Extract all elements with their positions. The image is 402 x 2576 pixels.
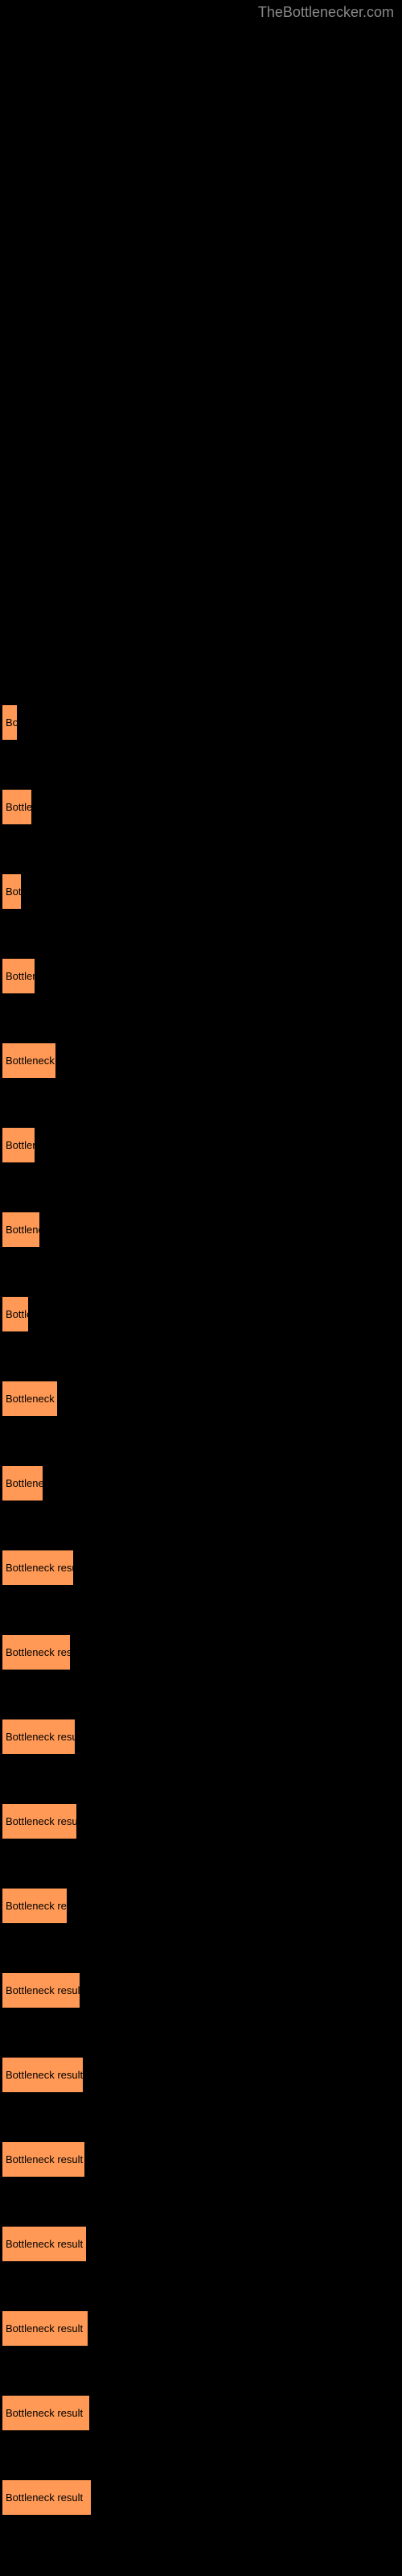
bar-label: Bottleneck resu <box>6 1900 68 1912</box>
bar-label: Bottleneck result <box>6 1562 74 1574</box>
bar-row: Bottleneck result <box>2 1634 402 1670</box>
bar-row: Bottleneck result <box>2 2479 402 2516</box>
chart-bar: Bottleneck result <box>2 2395 90 2431</box>
bar-label: Bottleneck result <box>6 2238 83 2250</box>
chart-bar: Bottleneck resu <box>2 1888 68 1924</box>
bar-row: Bottleneck result <box>2 2310 402 2347</box>
chart-bar: Bottleneck <box>2 1212 40 1248</box>
bar-row: Bottlene <box>2 958 402 994</box>
bar-row: Bottler <box>2 1296 402 1332</box>
bar-label: Bottleneck result <box>6 1984 80 1996</box>
bar-label: Bottlenec <box>6 1477 43 1489</box>
bar-row: Bottleneck result <box>2 2226 402 2262</box>
bar-label: Bottleneck result <box>6 1646 71 1658</box>
bar-label: Bottler <box>6 1308 29 1320</box>
bar-label: Bottleneck r <box>6 1055 56 1067</box>
bar-chart: Bo Bottlene Bott Bottlene Bottleneck r Bottle… <box>0 0 402 2516</box>
bar-row: Bo <box>2 704 402 741</box>
chart-bar: Bottleneck result <box>2 1803 77 1839</box>
chart-bar: Bottleneck result <box>2 1634 71 1670</box>
bar-row: Bottleneck result <box>2 2141 402 2178</box>
bar-label: Bottleneck result <box>6 2153 83 2165</box>
bar-label: Bottlene <box>6 801 32 813</box>
chart-bar: Bott <box>2 873 22 910</box>
chart-bar: Bottleneck result <box>2 1719 76 1755</box>
bar-row: Bottleneck resu <box>2 1888 402 1924</box>
chart-bar: Bottleneck result <box>2 1550 74 1586</box>
bar-row: Bottleneck result <box>2 1803 402 1839</box>
chart-bar: Bo <box>2 704 18 741</box>
bar-label: Bottleneck result <box>6 2407 83 2419</box>
bar-label: Bottlene <box>6 970 35 982</box>
bar-label: Bottlene <box>6 1139 35 1151</box>
bar-row: Bott <box>2 873 402 910</box>
bar-row: Bottleneck result <box>2 1719 402 1755</box>
chart-bar: Bottleneck result <box>2 2479 92 2516</box>
bar-label: Bottleneck result <box>6 2069 83 2081</box>
chart-bar: Bottleneck result <box>2 2141 85 2178</box>
bar-label: Bo <box>6 716 18 729</box>
bar-label: Bottleneck result <box>6 2491 83 2504</box>
bar-row: Bottleneck result <box>2 2395 402 2431</box>
bar-row: Bottlene <box>2 789 402 825</box>
bar-label: Bottleneck result <box>6 2322 83 2334</box>
bar-row: Bottlene <box>2 1127 402 1163</box>
chart-bar: Bottlene <box>2 958 35 994</box>
bar-row: Bottlenec <box>2 1465 402 1501</box>
bar-label: Bottleneck result <box>6 1731 76 1743</box>
chart-bar: Bottleneck re <box>2 1381 58 1417</box>
chart-bar: Bottleneck result <box>2 2057 84 2093</box>
bar-label: Bottleneck re <box>6 1393 58 1405</box>
bar-row: Bottleneck result <box>2 2057 402 2093</box>
bar-label: Bott <box>6 886 22 898</box>
bar-row: Bottleneck <box>2 1212 402 1248</box>
watermark-text: TheBottlenecker.com <box>258 4 394 21</box>
chart-bar: Bottler <box>2 1296 29 1332</box>
chart-bar: Bottlene <box>2 789 32 825</box>
bar-row: Bottleneck r <box>2 1042 402 1079</box>
bar-label: Bottleneck <box>6 1224 40 1236</box>
bar-row: Bottleneck re <box>2 1381 402 1417</box>
bar-row: Bottleneck result <box>2 1972 402 2008</box>
chart-bar: Bottleneck result <box>2 2226 87 2262</box>
bar-row: Bottleneck result <box>2 1550 402 1586</box>
chart-bar: Bottleneck result <box>2 1972 80 2008</box>
chart-bar: Bottlenec <box>2 1465 43 1501</box>
chart-bar: Bottleneck result <box>2 2310 88 2347</box>
chart-bar: Bottleneck r <box>2 1042 56 1079</box>
bar-label: Bottleneck result <box>6 1815 77 1827</box>
chart-bar: Bottlene <box>2 1127 35 1163</box>
